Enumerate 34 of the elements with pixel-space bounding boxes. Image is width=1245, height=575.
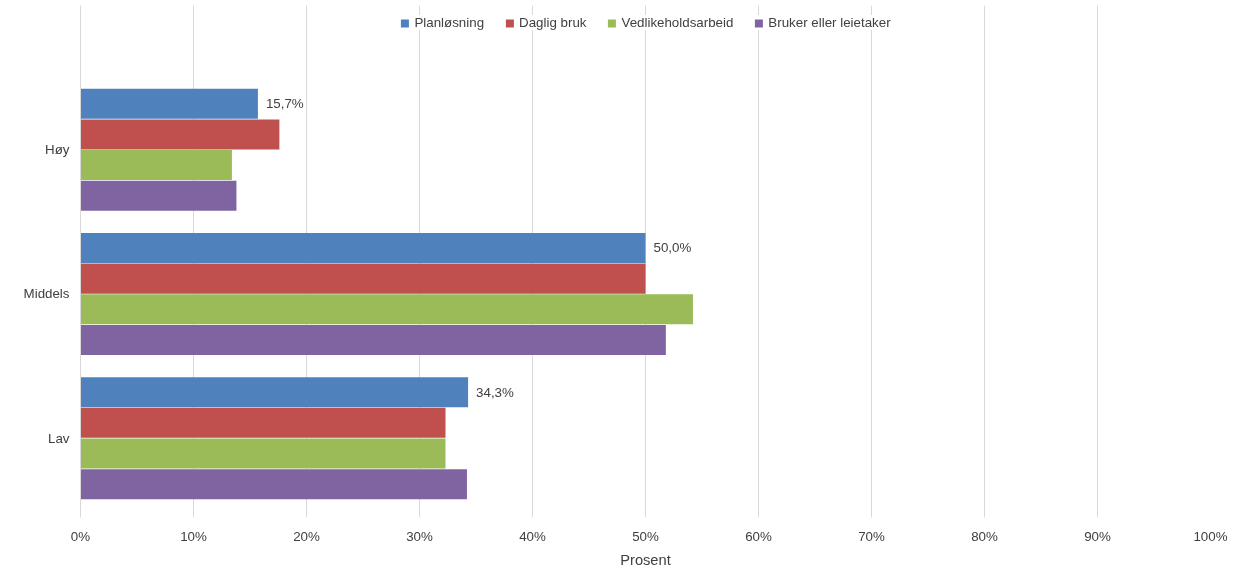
bar	[80, 263, 646, 294]
legend-label: Daglig bruk	[519, 15, 587, 30]
legend-label: Vedlikeholdsarbeid	[621, 15, 734, 30]
x-tick-label: 40%	[519, 528, 546, 544]
x-axis-title: Prosent	[620, 551, 671, 568]
x-tick-label: 30%	[406, 528, 433, 544]
x-tick-label: 90%	[1084, 528, 1111, 544]
x-tick-label: 60%	[745, 528, 772, 544]
bar	[80, 438, 446, 469]
bar	[80, 119, 280, 150]
x-tick-label: 50%	[632, 528, 659, 544]
legend-label: Bruker eller leietaker	[768, 15, 891, 30]
bar	[80, 407, 446, 438]
x-tick-label: 100%	[1193, 528, 1228, 544]
legend-label: Planløsning	[414, 15, 485, 30]
data-label: 34,3%	[476, 384, 515, 400]
bar	[80, 180, 237, 211]
x-tick-label: 0%	[70, 528, 91, 544]
y-tick-label: Middels	[23, 286, 70, 302]
y-tick-label: Lav	[48, 430, 70, 446]
bar	[80, 324, 666, 355]
y-tick-label: Høy	[45, 142, 70, 158]
bar	[80, 232, 646, 263]
bar	[80, 150, 232, 181]
bar	[80, 294, 693, 325]
bar	[80, 469, 467, 500]
data-label: 15,7%	[265, 96, 304, 112]
x-tick-label: 80%	[971, 528, 998, 544]
bar	[80, 88, 258, 119]
x-tick-label: 10%	[180, 528, 207, 544]
data-label: 50,0%	[653, 240, 692, 256]
x-tick-label: 20%	[293, 528, 320, 544]
x-tick-label: 70%	[858, 528, 885, 544]
bar	[80, 377, 469, 408]
